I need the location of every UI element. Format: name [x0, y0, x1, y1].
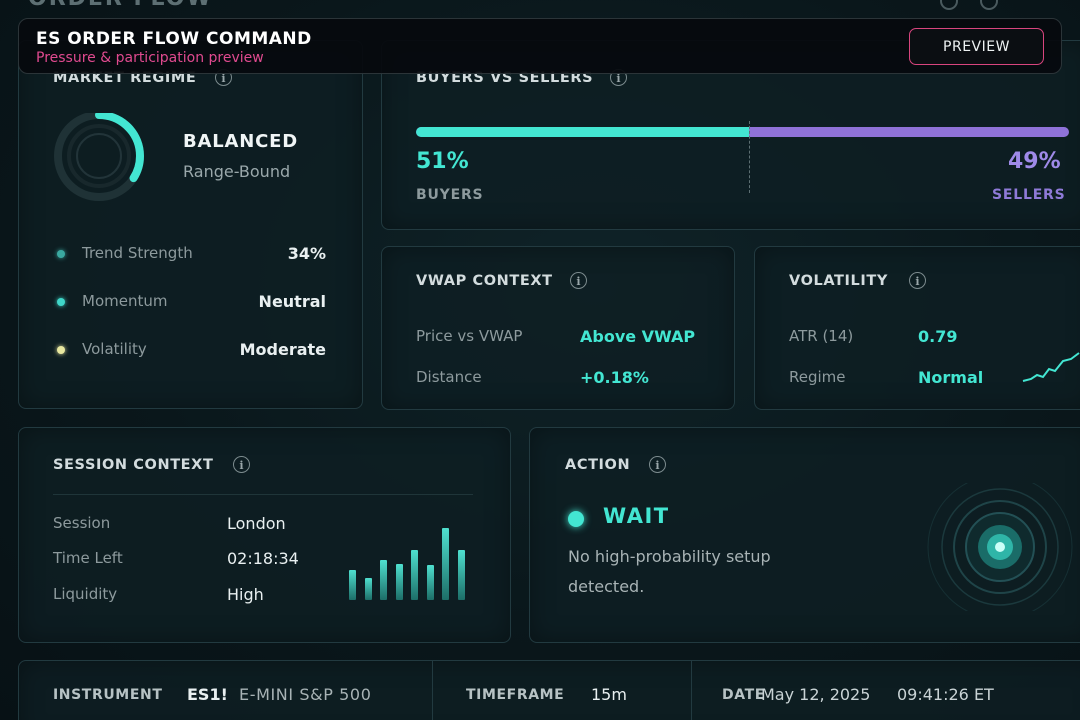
sellers-label: SELLERS: [992, 187, 1066, 203]
info-icon[interactable]: i: [649, 456, 666, 473]
action-message-line1: No high-probability setup: [568, 547, 771, 566]
time-left-value: 02:18:34: [227, 549, 299, 568]
trend-strength-dot: [57, 250, 65, 258]
action-message-line2: detected.: [568, 577, 645, 596]
footer-divider: [432, 661, 433, 720]
buyers-label: BUYERS: [416, 187, 484, 203]
background-ghost-icon: [980, 0, 998, 10]
timeframe-label: TIMEFRAME: [466, 687, 565, 703]
date-label: DATE: [722, 687, 765, 703]
instrument-symbol: ES1!: [187, 685, 228, 704]
session-volume-bar: [364, 578, 372, 600]
date-value: May 12, 2025: [761, 685, 871, 704]
momentum-value: Neutral: [258, 292, 326, 311]
momentum-dot: [57, 298, 65, 306]
vol-regime-value: Normal: [918, 368, 984, 387]
trend-strength-label: Trend Strength: [82, 244, 193, 262]
action-card: ACTION i WAIT No high-probability setup …: [529, 427, 1080, 643]
app-header: ES ORDER FLOW COMMAND Pressure & partici…: [18, 18, 1062, 74]
market-regime-title: MARKET REGIME: [53, 70, 197, 86]
trend-strength-value: 34%: [287, 244, 326, 263]
volatility-value: Moderate: [239, 340, 326, 359]
volatility-sparkline: [1022, 352, 1080, 382]
market-regime-card: MARKET REGIME i BALANCED Range-Bound Tre…: [18, 40, 363, 409]
vol-regime-label: Regime: [789, 368, 846, 386]
volatility-title: VOLATILITY: [789, 273, 888, 289]
vwap-distance-label: Distance: [416, 368, 482, 386]
buyers-percent: 51%: [416, 149, 469, 174]
time-left-label: Time Left: [53, 549, 123, 567]
regime-state: BALANCED: [183, 131, 298, 152]
preview-button[interactable]: PREVIEW: [909, 28, 1044, 65]
footer-bar: INSTRUMENT ES1! E-MINI S&P 500 TIMEFRAME…: [18, 660, 1080, 720]
session-volume-bars: [349, 528, 474, 600]
session-volume-bar: [411, 549, 418, 600]
price-vs-vwap-value: Above VWAP: [580, 327, 696, 346]
atr-value: 0.79: [918, 327, 958, 346]
session-volume-bar: [395, 564, 403, 600]
pressure-split-marker: [749, 121, 751, 193]
info-icon[interactable]: i: [233, 456, 250, 473]
momentum-label: Momentum: [82, 292, 168, 310]
session-volume-bar: [380, 560, 387, 600]
action-title: ACTION: [565, 457, 631, 473]
atr-label: ATR (14): [789, 327, 854, 345]
session-volume-bar: [349, 569, 356, 600]
volatility-dot: [57, 346, 65, 354]
time-value: 09:41:26 ET: [897, 685, 994, 704]
price-vs-vwap-label: Price vs VWAP: [416, 327, 523, 345]
regime-substate: Range-Bound: [183, 162, 291, 181]
app-subtitle: Pressure & participation preview: [36, 50, 264, 66]
radar-icon: [927, 483, 1073, 611]
session-volume-bar: [426, 565, 434, 600]
session-label: Session: [53, 514, 111, 532]
vwap-distance-value: +0.18%: [580, 368, 649, 387]
liquidity-label: Liquidity: [53, 585, 118, 603]
sellers-percent: 49%: [1008, 149, 1061, 174]
instrument-label: INSTRUMENT: [53, 687, 163, 703]
app-title: ES ORDER FLOW COMMAND: [36, 29, 312, 49]
info-icon[interactable]: i: [570, 272, 587, 289]
buyers-sellers-title: BUYERS VS SELLERS: [416, 70, 594, 86]
session-value: London: [227, 514, 286, 533]
volatility-card: VOLATILITY i ATR (14) 0.79 Regime Normal: [754, 246, 1080, 410]
liquidity-value: High: [227, 585, 264, 604]
session-volume-bar: [457, 549, 465, 600]
session-card: SESSION CONTEXT i Session London Time Le…: [18, 427, 511, 643]
background-title: ORDER FLOW: [28, 0, 213, 11]
footer-divider: [691, 661, 692, 720]
regime-gauge-arc: [54, 113, 144, 201]
pressure-bar: [416, 127, 1069, 137]
vwap-card: VWAP CONTEXT i Price vs VWAP Above VWAP …: [381, 246, 735, 410]
background-ghost-icon: [940, 0, 958, 10]
info-icon[interactable]: i: [909, 272, 926, 289]
action-signal: WAIT: [603, 504, 670, 528]
instrument-name: E-MINI S&P 500: [239, 685, 372, 704]
vwap-title: VWAP CONTEXT: [416, 273, 553, 289]
signal-status-dot: [568, 511, 584, 527]
session-divider: [53, 494, 473, 495]
session-title: SESSION CONTEXT: [53, 457, 214, 473]
regime-gauge-ring: [54, 113, 144, 201]
volatility-label: Volatility: [82, 340, 147, 358]
timeframe-value[interactable]: 15m: [591, 685, 627, 704]
session-volume-bar: [442, 528, 449, 600]
buyers-fill: [416, 127, 750, 137]
